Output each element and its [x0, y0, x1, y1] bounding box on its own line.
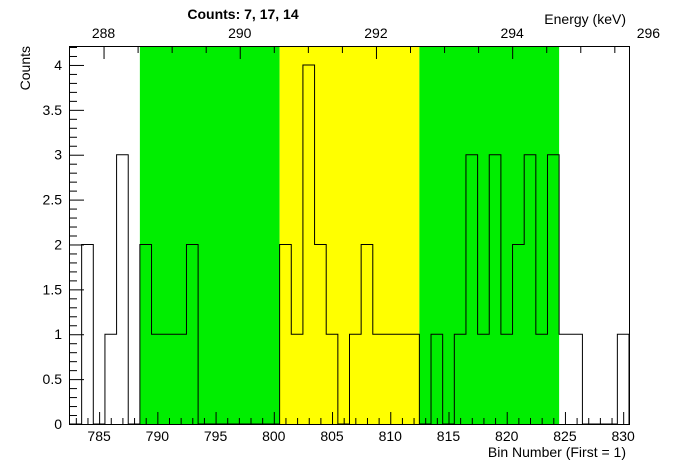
x-tick-label: 830: [611, 428, 635, 444]
y-tick-label: 0: [54, 416, 62, 432]
y-tick-label: 1.5: [43, 281, 63, 297]
y-tick-label: 2.5: [43, 192, 63, 208]
x-tick-label: 825: [553, 428, 577, 444]
energy-tick-label: 296: [637, 25, 661, 41]
x-tick-label: 795: [204, 428, 228, 444]
y-tick-label: 2: [54, 236, 62, 252]
y-tick-label: 4: [54, 57, 62, 73]
x-tick-label: 805: [320, 428, 344, 444]
x-axis-label: Bin Number (First = 1): [488, 444, 626, 460]
y-tick-label: 1: [54, 326, 62, 342]
energy-tick-label: 292: [364, 25, 388, 41]
y-tick-label: 3: [54, 147, 62, 163]
region-left-background: [139, 47, 280, 424]
x-axis: 785 790 795 800 805 810 815 820 825 830: [75, 412, 635, 444]
x-tick-label: 815: [437, 428, 461, 444]
histogram-outline: [70, 64, 630, 425]
y-tick-label: 3.5: [43, 102, 63, 118]
y-axis-label: Counts: [17, 46, 33, 90]
x-tick-label: 810: [379, 428, 403, 444]
x-tick-label: 785: [87, 428, 111, 444]
energy-tick-label: 288: [92, 25, 116, 41]
chart-title: Counts: 7, 17, 14: [187, 6, 298, 22]
energy-tick-label: 290: [228, 25, 252, 41]
energy-axis: 288290292294296298300302304: [92, 25, 661, 59]
energy-tick-label: 294: [500, 25, 524, 41]
plot-frame: [69, 46, 630, 425]
y-axis: 0 0.5 1 1.5 2 2.5 3 3.5 4: [43, 47, 84, 432]
energy-axis-label: Energy (keV): [544, 11, 626, 27]
x-tick-label: 790: [146, 428, 170, 444]
x-tick-label: 800: [262, 428, 286, 444]
x-tick-label: 820: [495, 428, 519, 444]
y-tick-label: 0.5: [43, 371, 63, 387]
